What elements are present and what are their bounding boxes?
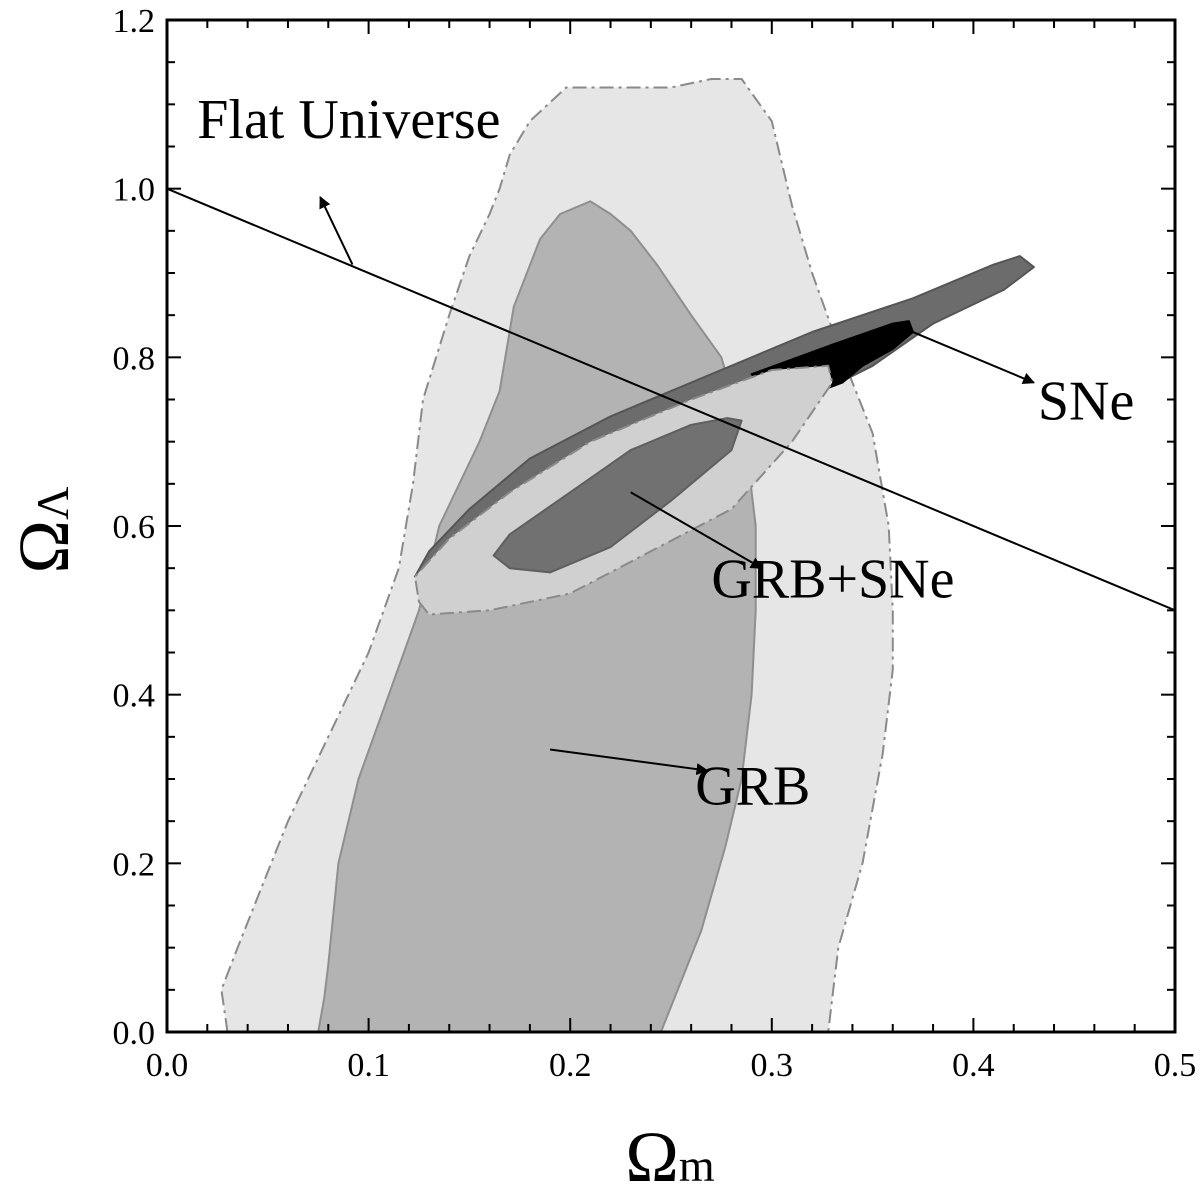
region-combined-inner bbox=[492, 417, 743, 574]
line-flat-universe bbox=[166, 187, 1176, 612]
y-tick-label: 1.0 bbox=[113, 172, 156, 209]
y-tick-label: 0.8 bbox=[113, 340, 156, 377]
x-tick-label: 0.4 bbox=[952, 1047, 995, 1084]
arrow-flat-universe bbox=[319, 196, 354, 265]
y-tick-label: 0.0 bbox=[113, 1015, 156, 1052]
y-tick-label: 1.2 bbox=[113, 3, 156, 40]
y-tick-labels: 0.0 0.2 0.4 0.6 0.8 1.0 1.2 bbox=[113, 3, 156, 1052]
x-tick-label: 0.1 bbox=[347, 1047, 390, 1084]
label-sne: SNe bbox=[1038, 371, 1134, 433]
arrow-grb bbox=[549, 748, 709, 776]
x-tick-labels: 0.0 0.1 0.2 0.3 0.4 0.5 bbox=[146, 1047, 1197, 1084]
y-tick-label: 0.6 bbox=[113, 509, 156, 546]
x-tick-label: 0.3 bbox=[751, 1047, 794, 1084]
x-tick-label: 0.2 bbox=[549, 1047, 592, 1084]
label-grb: GRB bbox=[695, 755, 810, 817]
arrow-grb-sne bbox=[630, 491, 763, 570]
label-flat-universe: Flat Universe bbox=[197, 89, 500, 151]
arrow-sne bbox=[912, 331, 1035, 385]
x-tick-label: 0.0 bbox=[146, 1047, 189, 1084]
x-tick-label: 0.5 bbox=[1154, 1047, 1197, 1084]
contour-regions bbox=[220, 78, 1035, 1033]
y-axis-title: ΩΛ bbox=[4, 487, 84, 574]
reference-lines bbox=[166, 187, 1176, 612]
y-tick-label: 0.2 bbox=[113, 846, 156, 883]
axis-ticks bbox=[166, 19, 1176, 1033]
x-axis-title: Ωm bbox=[625, 1117, 715, 1191]
annotations: Flat Universe SNe GRB+SNe GRB bbox=[197, 89, 1134, 817]
y-tick-label: 0.4 bbox=[113, 678, 156, 715]
label-grb-sne: GRB+SNe bbox=[711, 549, 954, 611]
